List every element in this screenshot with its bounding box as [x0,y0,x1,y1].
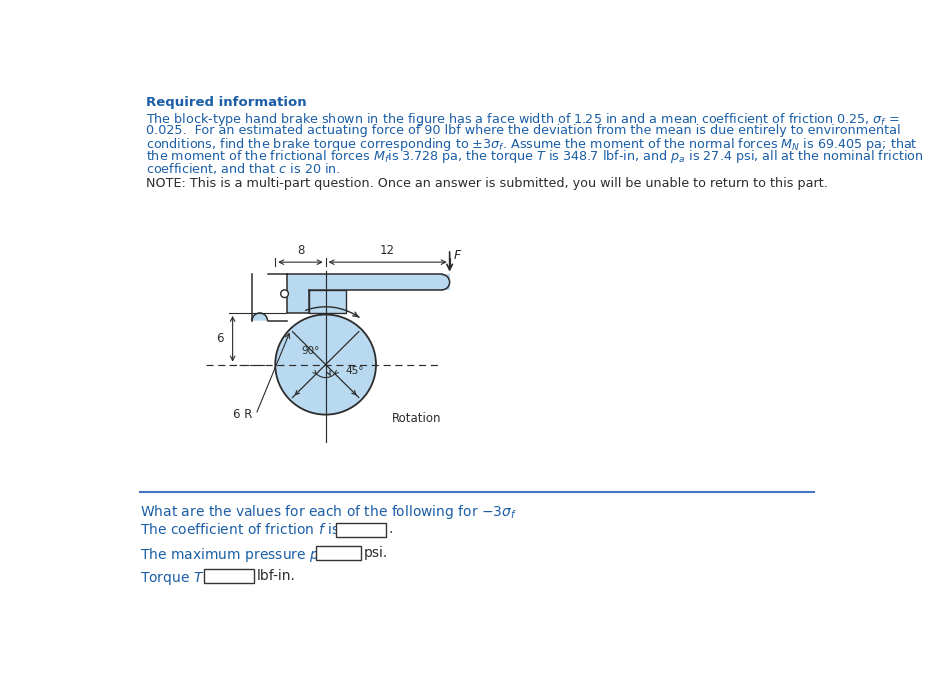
Bar [308,274,450,290]
Bar [308,290,345,313]
Wedge shape [442,274,450,290]
Text: .: . [388,523,393,537]
Text: 45°: 45° [345,365,363,376]
Text: 90°: 90° [301,346,319,356]
Text: 8: 8 [297,244,304,257]
Text: The block-type hand brake shown in the figure has a face width of 1.25 in and a : The block-type hand brake shown in the f… [146,111,899,128]
Text: the moment of the frictional forces $M_f$is 3.728 pa, the torque $T$ is 348.7 lb: the moment of the frictional forces $M_f… [146,148,924,165]
Text: 12: 12 [380,244,395,257]
Text: coefficient, and that $c$ is 20 in.: coefficient, and that $c$ is 20 in. [146,161,341,175]
Circle shape [276,315,376,415]
Text: psi.: psi. [364,546,388,560]
Text: Torque $T$ is: Torque $T$ is [140,569,218,587]
Bar [317,546,361,560]
Text: 6: 6 [216,332,223,345]
Text: 0.025.  For an estimated actuating force of 90 lbf where the deviation from the : 0.025. For an estimated actuating force … [146,124,900,136]
Bar [204,569,254,583]
Text: The maximum pressure $p_a$ is: The maximum pressure $p_a$ is [140,546,341,564]
Text: The coefficient of friction $f$ is: The coefficient of friction $f$ is [140,523,339,537]
Text: lbf-in.: lbf-in. [257,569,295,583]
Text: Rotation: Rotation [392,412,441,425]
Text: Required information: Required information [146,96,306,109]
Wedge shape [252,313,267,321]
Text: conditions, find the brake torque corresponding to $\pm3\sigma_f$. Assume the mo: conditions, find the brake torque corres… [146,136,917,153]
Text: What are the values for each of the following for $-3\sigma_f$: What are the values for each of the foll… [140,503,517,521]
Text: $F$: $F$ [453,249,463,262]
Text: NOTE: This is a multi-part question. Once an answer is submitted, you will be un: NOTE: This is a multi-part question. Onc… [146,177,828,191]
Bar [287,274,308,313]
Circle shape [280,290,289,298]
Bar [336,523,386,537]
Text: 6 R: 6 R [233,408,252,421]
